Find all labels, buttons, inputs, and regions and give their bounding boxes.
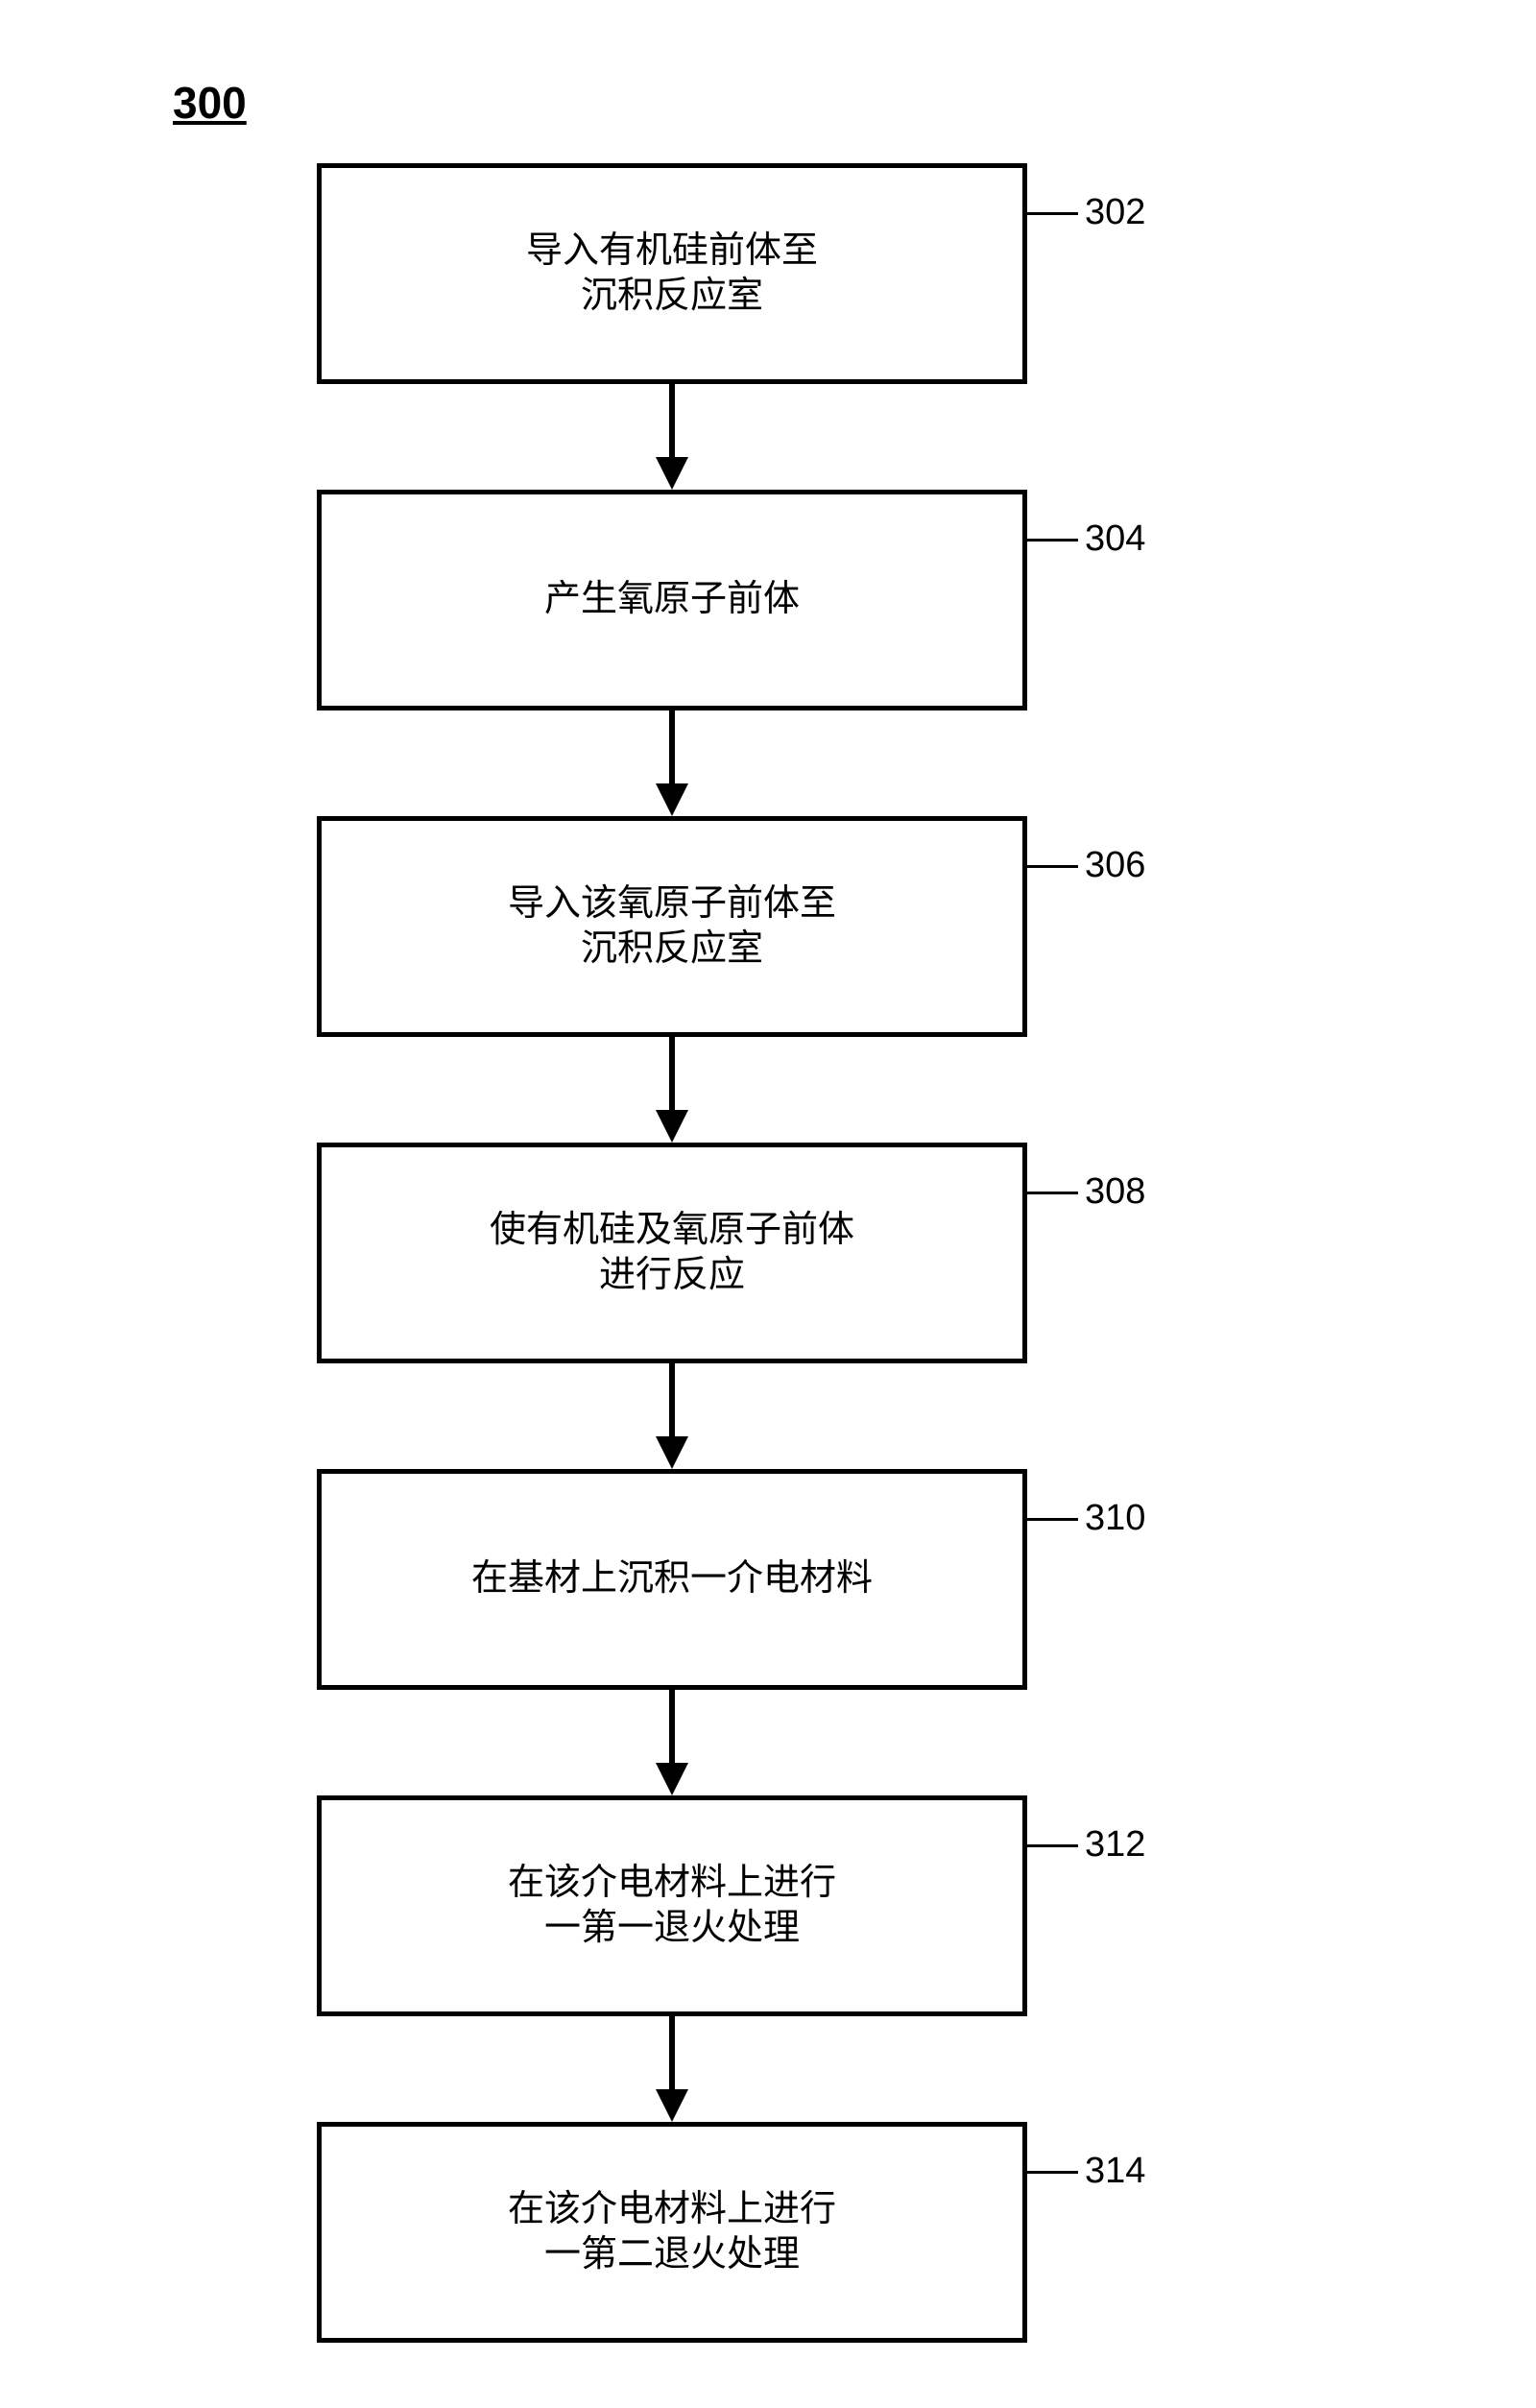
flow-arrow [656, 2016, 688, 2122]
flow-step-text-line: 产生氧原子前体 [544, 577, 800, 623]
flow-step-label: 306 [1085, 845, 1145, 886]
page: 300 导入有机硅前体至沉积反应室302产生氧原子前体304导入该氧原子前体至沉… [0, 0, 1536, 2408]
leader-line [1025, 1518, 1078, 1521]
flow-step-text-line: 在该介电材料上进行 [508, 1861, 836, 1907]
flow-arrow [656, 1363, 688, 1469]
flow-step-text-line: 使有机硅及氧原子前体 [490, 1208, 854, 1254]
flow-step-label: 304 [1085, 518, 1145, 560]
flow-step: 导入该氧原子前体至沉积反应室306 [317, 816, 1027, 1037]
flow-step: 使有机硅及氧原子前体进行反应308 [317, 1143, 1027, 1363]
flow-step-box: 在该介电材料上进行一第二退火处理 [317, 2122, 1027, 2343]
arrow-head-icon [656, 1110, 688, 1143]
flow-step-text-line: 导入有机硅前体至 [526, 229, 818, 275]
arrow-head-icon [656, 1763, 688, 1795]
flow-step-text-line: 一第二退火处理 [544, 2232, 800, 2278]
flow-step-label: 314 [1085, 2151, 1145, 2192]
arrow-shaft [669, 1690, 675, 1763]
flow-step-text-line: 沉积反应室 [581, 274, 763, 320]
flow-arrow [656, 1690, 688, 1795]
flow-arrow [656, 710, 688, 816]
flow-step-label: 310 [1085, 1498, 1145, 1539]
flow-step-box: 产生氧原子前体 [317, 490, 1027, 710]
leader-line [1025, 212, 1078, 215]
arrow-shaft [669, 1363, 675, 1436]
arrow-head-icon [656, 783, 688, 816]
flow-step-box: 使有机硅及氧原子前体进行反应 [317, 1143, 1027, 1363]
leader-line [1025, 539, 1078, 542]
flow-arrow [656, 384, 688, 490]
leader-line [1025, 865, 1078, 868]
flowchart: 导入有机硅前体至沉积反应室302 产生氧原子前体304 导入该氧原子前体至沉积反应室… [317, 163, 1027, 2343]
flow-step-box: 导入有机硅前体至沉积反应室 [317, 163, 1027, 384]
flow-step-box: 导入该氧原子前体至沉积反应室 [317, 816, 1027, 1037]
flow-step-text-line: 在该介电材料上进行 [508, 2187, 836, 2233]
figure-number: 300 [173, 77, 247, 129]
leader-line [1025, 1192, 1078, 1194]
arrow-head-icon [656, 1436, 688, 1469]
flow-step: 在基材上沉积一介电材料310 [317, 1469, 1027, 1690]
flow-step: 导入有机硅前体至沉积反应室302 [317, 163, 1027, 384]
arrow-head-icon [656, 457, 688, 490]
flow-arrow [656, 1037, 688, 1143]
flow-step-text-line: 导入该氧原子前体至 [508, 881, 836, 927]
flow-step-text-line: 沉积反应室 [581, 927, 763, 973]
leader-line [1025, 1844, 1078, 1847]
flow-step-box: 在该介电材料上进行一第一退火处理 [317, 1795, 1027, 2016]
flow-step-text-line: 一第一退火处理 [544, 1906, 800, 1952]
flow-step-label: 308 [1085, 1171, 1145, 1213]
leader-line [1025, 2171, 1078, 2174]
flow-step-box: 在基材上沉积一介电材料 [317, 1469, 1027, 1690]
arrow-head-icon [656, 2089, 688, 2122]
flow-step: 在该介电材料上进行一第二退火处理314 [317, 2122, 1027, 2343]
arrow-shaft [669, 710, 675, 783]
flow-step: 产生氧原子前体304 [317, 490, 1027, 710]
flow-step-text-line: 在基材上沉积一介电材料 [471, 1556, 873, 1602]
flow-step-label: 312 [1085, 1824, 1145, 1866]
flow-step-label: 302 [1085, 192, 1145, 233]
arrow-shaft [669, 2016, 675, 2089]
flow-step-text-line: 进行反应 [599, 1253, 745, 1299]
flow-step: 在该介电材料上进行一第一退火处理312 [317, 1795, 1027, 2016]
arrow-shaft [669, 384, 675, 457]
arrow-shaft [669, 1037, 675, 1110]
